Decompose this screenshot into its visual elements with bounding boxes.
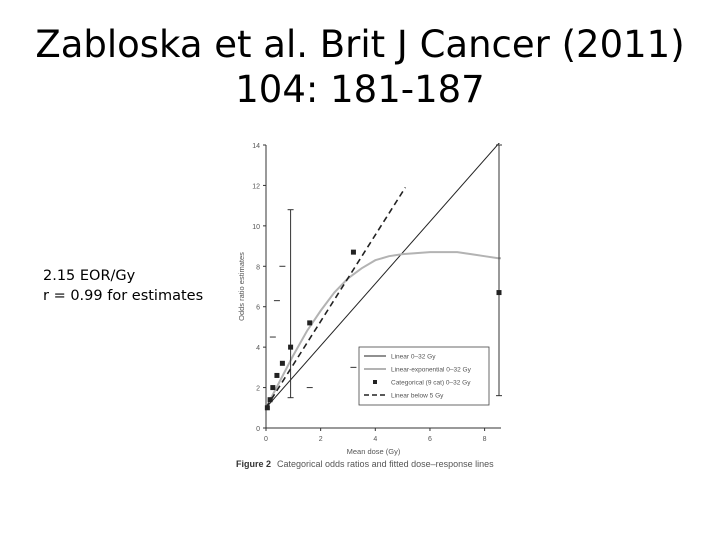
legend-label: Categorical (9 cat) 0–32 Gy	[391, 380, 471, 387]
figure-caption-text: Categorical odds ratios and fitted dose–…	[277, 459, 494, 469]
y-tick-label: 4	[256, 345, 260, 352]
x-tick-label: 6	[428, 436, 432, 443]
y-tick-label: 10	[252, 224, 260, 231]
legend-marker	[373, 380, 377, 384]
figure-caption: Figure 2 Categorical odds ratios and fitt…	[236, 459, 494, 469]
legend-label: Linear 0–32 Gy	[391, 354, 436, 361]
annotation-eor: 2.15 EOR/Gy	[43, 268, 136, 284]
series-line-1	[266, 143, 500, 409]
annotation-correlation: r = 0.99 for estimates	[43, 288, 204, 304]
x-axis-title: Mean dose (Gy)	[347, 447, 401, 456]
y-tick-label: 12	[252, 183, 260, 190]
dose-response-chart: 0 2 4 6 8 10 12 14 0 2 4 6 8 Mean dose (Gy) Odds ratio…	[237, 143, 502, 456]
slide-title-line-2: 104: 181-187	[235, 68, 485, 111]
figure-label: Figure 2	[236, 459, 272, 469]
slide-title: Zabloska et al. Brit J Cancer (2011) 104…	[0, 22, 720, 112]
data-point-1	[264, 405, 270, 411]
x-tick-label: 4	[373, 436, 377, 443]
x-tick-label: 0	[264, 436, 268, 443]
data-point-2	[267, 397, 273, 403]
data-point-7	[307, 320, 313, 326]
y-tick-label: 2	[256, 386, 260, 393]
data-point-3	[270, 385, 276, 391]
y-axis-title: Odds ratio estimates	[237, 252, 246, 321]
data-point-8	[350, 249, 356, 255]
data-point-4	[274, 372, 280, 378]
y-tick-label: 8	[256, 264, 260, 271]
data-point-9	[496, 290, 502, 296]
y-tick-label: 6	[256, 305, 260, 312]
data-point-5	[279, 360, 285, 366]
data-point-6	[288, 344, 294, 350]
y-tick-label: 14	[252, 143, 260, 150]
series-line-3	[266, 187, 407, 409]
legend-label: Linear-exponential 0–32 Gy	[391, 367, 472, 374]
series-line-2	[266, 251, 501, 409]
slide-annotation: 2.15 EOR/Gy r = 0.99 for estimates	[43, 266, 203, 306]
y-tick-label: 0	[256, 426, 260, 433]
x-tick-label: 8	[483, 436, 487, 443]
legend-label: Linear below 5 Gy	[391, 393, 444, 400]
slide-title-line-1: Zabloska et al. Brit J Cancer (2011)	[35, 23, 685, 66]
x-tick-label: 2	[319, 436, 323, 443]
